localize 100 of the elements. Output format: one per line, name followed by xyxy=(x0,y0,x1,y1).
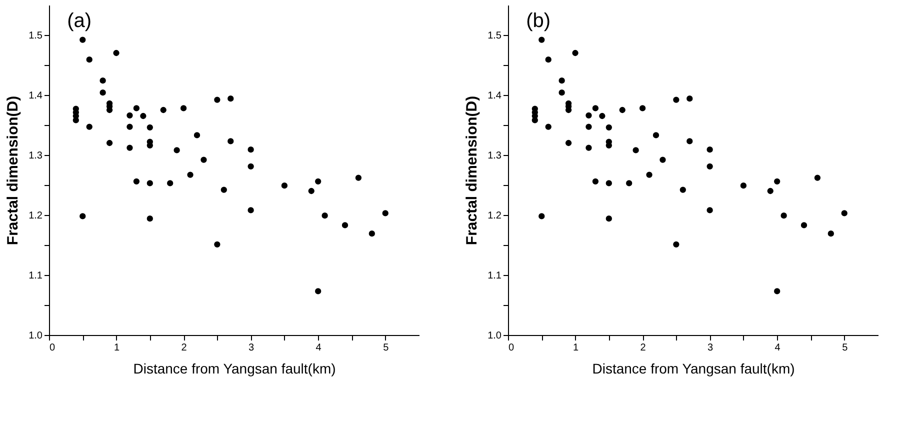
point xyxy=(673,241,680,248)
point xyxy=(686,138,693,144)
x-tick-label: 3 xyxy=(248,342,255,354)
point xyxy=(133,178,140,184)
y-tick-label: 1.3 xyxy=(488,150,502,162)
point xyxy=(187,172,194,178)
x-tick-label: 3 xyxy=(708,342,714,354)
y-axis-title: Fractal dimension(D) xyxy=(4,96,22,246)
point xyxy=(673,96,680,103)
point xyxy=(767,188,774,194)
point xyxy=(740,182,747,189)
point xyxy=(599,112,606,120)
x-tick-label: 5 xyxy=(383,342,390,354)
y-axis-title: Fractal dimension(D) xyxy=(464,96,481,246)
point xyxy=(586,144,592,151)
point xyxy=(174,147,180,154)
point xyxy=(100,78,106,84)
point xyxy=(626,180,632,186)
point xyxy=(780,212,787,219)
y-tick-label: 1.4 xyxy=(488,90,502,102)
point xyxy=(228,96,234,102)
point xyxy=(841,210,848,216)
point xyxy=(160,106,166,114)
x-tick-label: 4 xyxy=(774,342,781,354)
point xyxy=(214,241,220,248)
x-tick-label: 5 xyxy=(842,342,848,354)
point xyxy=(214,96,220,103)
y-tick-label: 1.5 xyxy=(28,30,43,42)
x-tick-label: 2 xyxy=(640,342,646,354)
point xyxy=(686,96,693,102)
point xyxy=(800,222,808,228)
x-tick-label: 0 xyxy=(50,342,56,354)
point xyxy=(538,36,545,43)
point xyxy=(308,188,314,194)
y-tick-label: 1.1 xyxy=(28,270,43,282)
point xyxy=(814,174,821,181)
point xyxy=(606,216,612,222)
point xyxy=(680,186,686,193)
y-tick-label: 1.4 xyxy=(28,90,43,102)
point xyxy=(592,105,599,112)
point xyxy=(368,230,375,237)
point xyxy=(106,140,113,146)
point xyxy=(200,156,207,163)
point xyxy=(538,213,545,220)
point xyxy=(355,174,362,181)
x-axis-title: Distance from Yangsan fault(km) xyxy=(133,360,336,376)
point xyxy=(248,207,254,214)
point xyxy=(146,124,153,130)
point xyxy=(586,112,592,118)
point xyxy=(248,163,254,170)
y-tick-label: 1.1 xyxy=(488,270,502,282)
point xyxy=(706,163,713,170)
point xyxy=(706,146,713,153)
point xyxy=(315,178,322,184)
point xyxy=(592,178,599,184)
y-tick-label: 1.2 xyxy=(28,210,43,222)
x-tick-label: 0 xyxy=(508,342,514,354)
point xyxy=(606,124,612,130)
y-tick-label: 1.0 xyxy=(488,330,502,342)
point xyxy=(558,90,565,96)
chart-title: (a) xyxy=(67,10,92,32)
point xyxy=(281,182,288,189)
chart-title: (b) xyxy=(526,10,551,32)
point xyxy=(80,36,86,43)
point xyxy=(133,105,140,112)
point xyxy=(652,132,660,138)
point xyxy=(774,288,780,294)
point xyxy=(586,124,592,130)
point xyxy=(126,112,133,118)
point xyxy=(86,56,92,63)
y-tick-label: 1.2 xyxy=(488,210,502,222)
point xyxy=(382,210,388,216)
point xyxy=(774,178,780,184)
point xyxy=(228,138,234,144)
y-tick-label: 1.5 xyxy=(488,30,502,42)
point xyxy=(146,180,153,186)
point xyxy=(140,112,146,120)
point xyxy=(565,140,572,146)
point xyxy=(86,124,92,130)
point xyxy=(619,106,626,114)
x-axis-title: Distance from Yangsan fault(km) xyxy=(592,360,795,376)
point xyxy=(606,180,612,186)
point xyxy=(558,78,565,84)
point xyxy=(126,124,133,130)
point xyxy=(706,207,713,214)
point xyxy=(315,288,322,294)
y-tick-label: 1.3 xyxy=(28,150,43,162)
point xyxy=(180,105,187,112)
point xyxy=(80,213,86,220)
point xyxy=(100,90,106,96)
point xyxy=(828,230,834,237)
point xyxy=(545,56,552,63)
point xyxy=(194,132,200,138)
point xyxy=(167,180,174,186)
x-tick-label: 2 xyxy=(181,342,188,354)
x-tick-label: 1 xyxy=(572,342,579,354)
x-tick-label: 1 xyxy=(114,342,120,354)
point xyxy=(342,222,348,228)
point xyxy=(632,147,639,154)
point xyxy=(322,212,328,219)
